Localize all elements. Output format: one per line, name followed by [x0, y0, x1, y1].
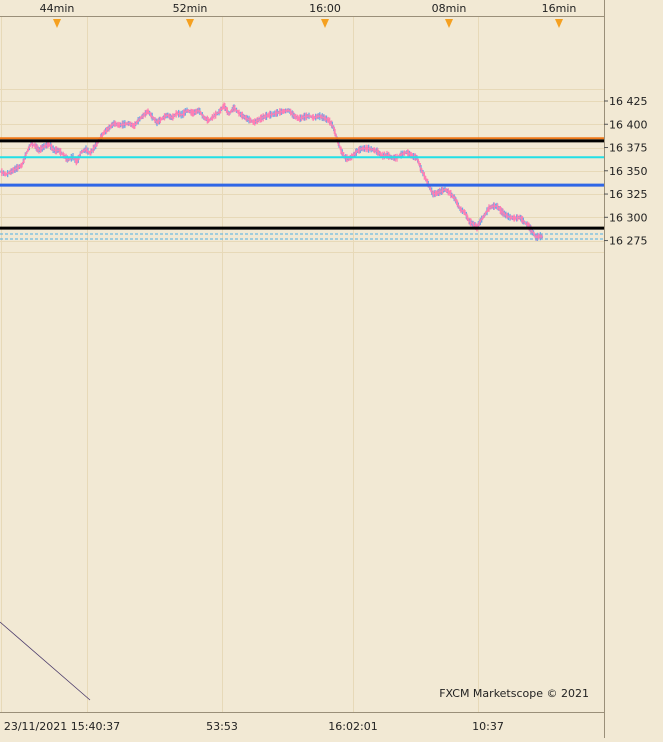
top-axis-band: [0, 0, 663, 16]
bottom-axis-band: [0, 712, 663, 738]
bottom-time-label: 23/11/2021 15:40:37: [4, 720, 120, 733]
bottom-time-label: 53:53: [206, 720, 238, 733]
top-time-label: 16min: [542, 2, 577, 15]
top-time-label: 44min: [40, 2, 75, 15]
session-marker-icon: [186, 19, 194, 28]
bottom-time-label: 10:37: [472, 720, 504, 733]
y-tick-label: 16 350: [609, 165, 648, 178]
diagonal-line-layer: [0, 621, 91, 701]
y-tick-label: 16 400: [609, 118, 648, 131]
session-marker-icon: [555, 19, 563, 28]
y-tick-label: 16 375: [609, 142, 648, 155]
y-tick-label: 16 425: [609, 95, 648, 108]
top-time-label: 52min: [173, 2, 208, 15]
session-marker-icon: [445, 19, 453, 28]
right-axis-band: [605, 0, 663, 738]
session-marker-icon: [321, 19, 329, 28]
price-line: [0, 104, 544, 239]
session-marker-icon: [53, 19, 61, 28]
top-time-label: 08min: [432, 2, 467, 15]
top-time-label: 16:00: [309, 2, 341, 15]
diagonal-line: [0, 621, 91, 701]
watermark-text: FXCM Marketscope © 2021: [439, 687, 589, 700]
bottom-time-label: 16:02:01: [328, 720, 377, 733]
grid-layer: [0, 16, 604, 712]
y-tick-label: 16 275: [609, 235, 648, 248]
y-tick-label: 16 325: [609, 188, 648, 201]
y-tick-label: 16 300: [609, 211, 648, 224]
